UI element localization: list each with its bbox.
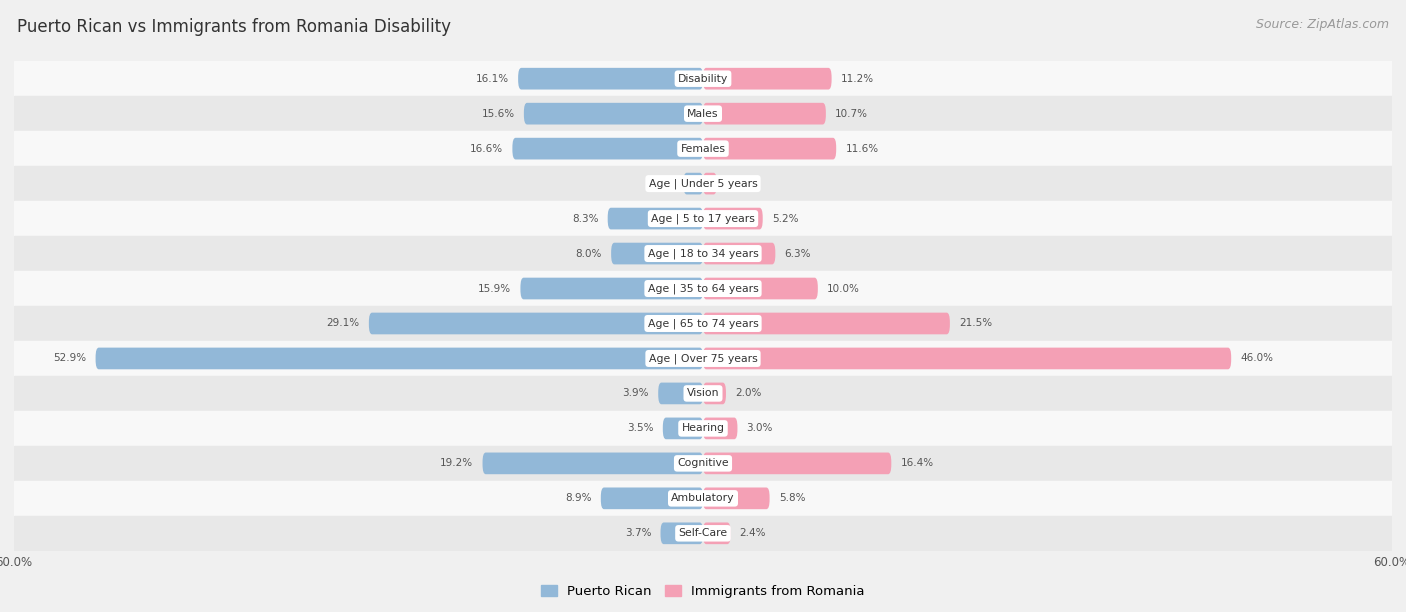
Text: 29.1%: 29.1% <box>326 318 360 329</box>
Text: 15.6%: 15.6% <box>482 109 515 119</box>
Text: 8.0%: 8.0% <box>575 248 602 258</box>
FancyBboxPatch shape <box>482 452 703 474</box>
Text: Source: ZipAtlas.com: Source: ZipAtlas.com <box>1256 18 1389 31</box>
FancyBboxPatch shape <box>703 313 950 334</box>
Bar <box>14 61 1392 96</box>
Text: Cognitive: Cognitive <box>678 458 728 468</box>
Text: 10.7%: 10.7% <box>835 109 868 119</box>
Text: 1.7%: 1.7% <box>648 179 675 188</box>
Text: Females: Females <box>681 144 725 154</box>
Text: Disability: Disability <box>678 73 728 84</box>
Bar <box>14 341 1392 376</box>
Bar <box>14 166 1392 201</box>
Text: Vision: Vision <box>686 389 720 398</box>
Bar <box>14 376 1392 411</box>
Text: Age | 35 to 64 years: Age | 35 to 64 years <box>648 283 758 294</box>
Text: 1.2%: 1.2% <box>725 179 752 188</box>
FancyBboxPatch shape <box>703 417 738 439</box>
FancyBboxPatch shape <box>520 278 703 299</box>
FancyBboxPatch shape <box>703 243 775 264</box>
FancyBboxPatch shape <box>703 207 762 230</box>
Text: 3.7%: 3.7% <box>624 528 651 539</box>
Text: 19.2%: 19.2% <box>440 458 474 468</box>
Text: 6.3%: 6.3% <box>785 248 811 258</box>
Text: 10.0%: 10.0% <box>827 283 860 294</box>
FancyBboxPatch shape <box>703 173 717 195</box>
Text: Age | 5 to 17 years: Age | 5 to 17 years <box>651 214 755 224</box>
Text: Ambulatory: Ambulatory <box>671 493 735 503</box>
Text: 5.2%: 5.2% <box>772 214 799 223</box>
FancyBboxPatch shape <box>703 452 891 474</box>
Text: 16.1%: 16.1% <box>475 73 509 84</box>
Text: Age | Over 75 years: Age | Over 75 years <box>648 353 758 364</box>
FancyBboxPatch shape <box>512 138 703 160</box>
Text: Puerto Rican vs Immigrants from Romania Disability: Puerto Rican vs Immigrants from Romania … <box>17 18 451 36</box>
FancyBboxPatch shape <box>368 313 703 334</box>
FancyBboxPatch shape <box>703 488 769 509</box>
FancyBboxPatch shape <box>703 382 725 405</box>
Bar <box>14 306 1392 341</box>
Bar <box>14 201 1392 236</box>
Text: 16.6%: 16.6% <box>470 144 503 154</box>
Text: 11.2%: 11.2% <box>841 73 875 84</box>
FancyBboxPatch shape <box>703 523 731 544</box>
Bar <box>14 481 1392 516</box>
FancyBboxPatch shape <box>703 348 1232 369</box>
Bar <box>14 271 1392 306</box>
FancyBboxPatch shape <box>519 68 703 89</box>
Text: 5.8%: 5.8% <box>779 493 806 503</box>
Bar <box>14 236 1392 271</box>
Bar <box>14 411 1392 446</box>
Text: 52.9%: 52.9% <box>53 354 86 364</box>
Text: Age | 65 to 74 years: Age | 65 to 74 years <box>648 318 758 329</box>
Bar <box>14 516 1392 551</box>
Text: 11.6%: 11.6% <box>845 144 879 154</box>
Text: Age | Under 5 years: Age | Under 5 years <box>648 178 758 189</box>
FancyBboxPatch shape <box>703 68 831 89</box>
Text: Males: Males <box>688 109 718 119</box>
Bar <box>14 131 1392 166</box>
FancyBboxPatch shape <box>524 103 703 124</box>
FancyBboxPatch shape <box>703 138 837 160</box>
Text: 21.5%: 21.5% <box>959 318 993 329</box>
FancyBboxPatch shape <box>612 243 703 264</box>
FancyBboxPatch shape <box>607 207 703 230</box>
Text: 3.5%: 3.5% <box>627 424 654 433</box>
Text: 2.0%: 2.0% <box>735 389 762 398</box>
Text: Age | 18 to 34 years: Age | 18 to 34 years <box>648 248 758 259</box>
Text: 8.9%: 8.9% <box>565 493 592 503</box>
Text: 2.4%: 2.4% <box>740 528 766 539</box>
Text: 8.3%: 8.3% <box>572 214 599 223</box>
FancyBboxPatch shape <box>658 382 703 405</box>
FancyBboxPatch shape <box>662 417 703 439</box>
FancyBboxPatch shape <box>661 523 703 544</box>
Text: Self-Care: Self-Care <box>679 528 727 539</box>
Text: 3.0%: 3.0% <box>747 424 773 433</box>
Text: 3.9%: 3.9% <box>623 389 650 398</box>
Text: 16.4%: 16.4% <box>900 458 934 468</box>
FancyBboxPatch shape <box>683 173 703 195</box>
FancyBboxPatch shape <box>703 278 818 299</box>
Bar <box>14 96 1392 131</box>
FancyBboxPatch shape <box>600 488 703 509</box>
Text: Hearing: Hearing <box>682 424 724 433</box>
Bar <box>14 446 1392 481</box>
Text: 46.0%: 46.0% <box>1240 354 1274 364</box>
Legend: Puerto Rican, Immigrants from Romania: Puerto Rican, Immigrants from Romania <box>536 580 870 603</box>
FancyBboxPatch shape <box>703 103 825 124</box>
Text: 15.9%: 15.9% <box>478 283 512 294</box>
FancyBboxPatch shape <box>96 348 703 369</box>
